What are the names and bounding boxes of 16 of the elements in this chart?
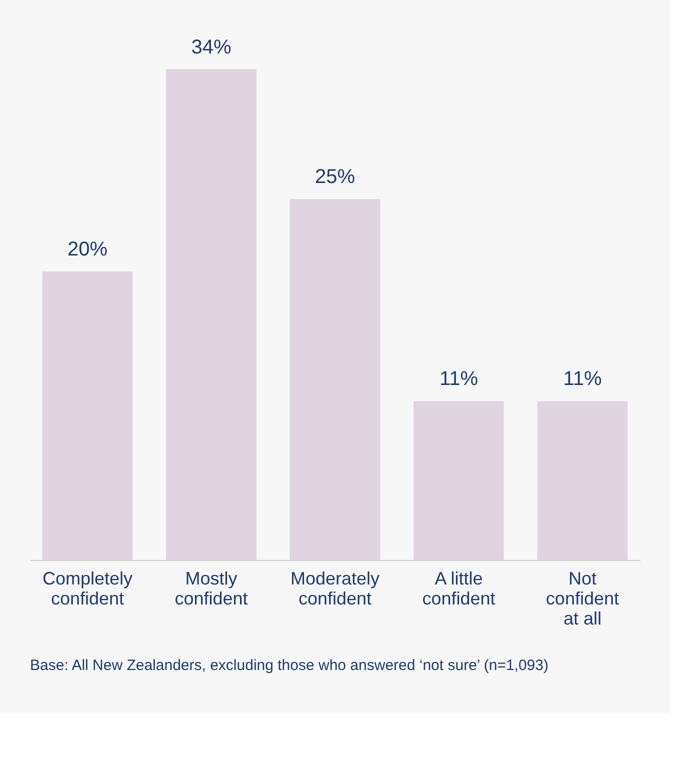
x-tick-label: Not confident at all	[546, 568, 619, 628]
bar	[414, 401, 504, 560]
text: Base: All New Zealanders, excluding those who answered ‘not sure’ (n=1,093)	[30, 657, 548, 674]
x-tick-label: A little confident	[422, 568, 496, 608]
data-label: 20%	[68, 238, 108, 260]
bar	[537, 401, 628, 560]
bar	[290, 199, 380, 560]
data-label: 25%	[314, 166, 356, 188]
x-tick-label: Moderately confident	[290, 568, 380, 608]
x-tick-label: Mostly confident	[174, 568, 248, 608]
x-tick-label: Completely confident	[42, 568, 133, 608]
data-label: 34%	[191, 36, 232, 58]
data-label: 11%	[563, 368, 602, 390]
data-label: 11%	[439, 368, 478, 390]
bar	[166, 69, 256, 560]
bar	[42, 271, 133, 560]
